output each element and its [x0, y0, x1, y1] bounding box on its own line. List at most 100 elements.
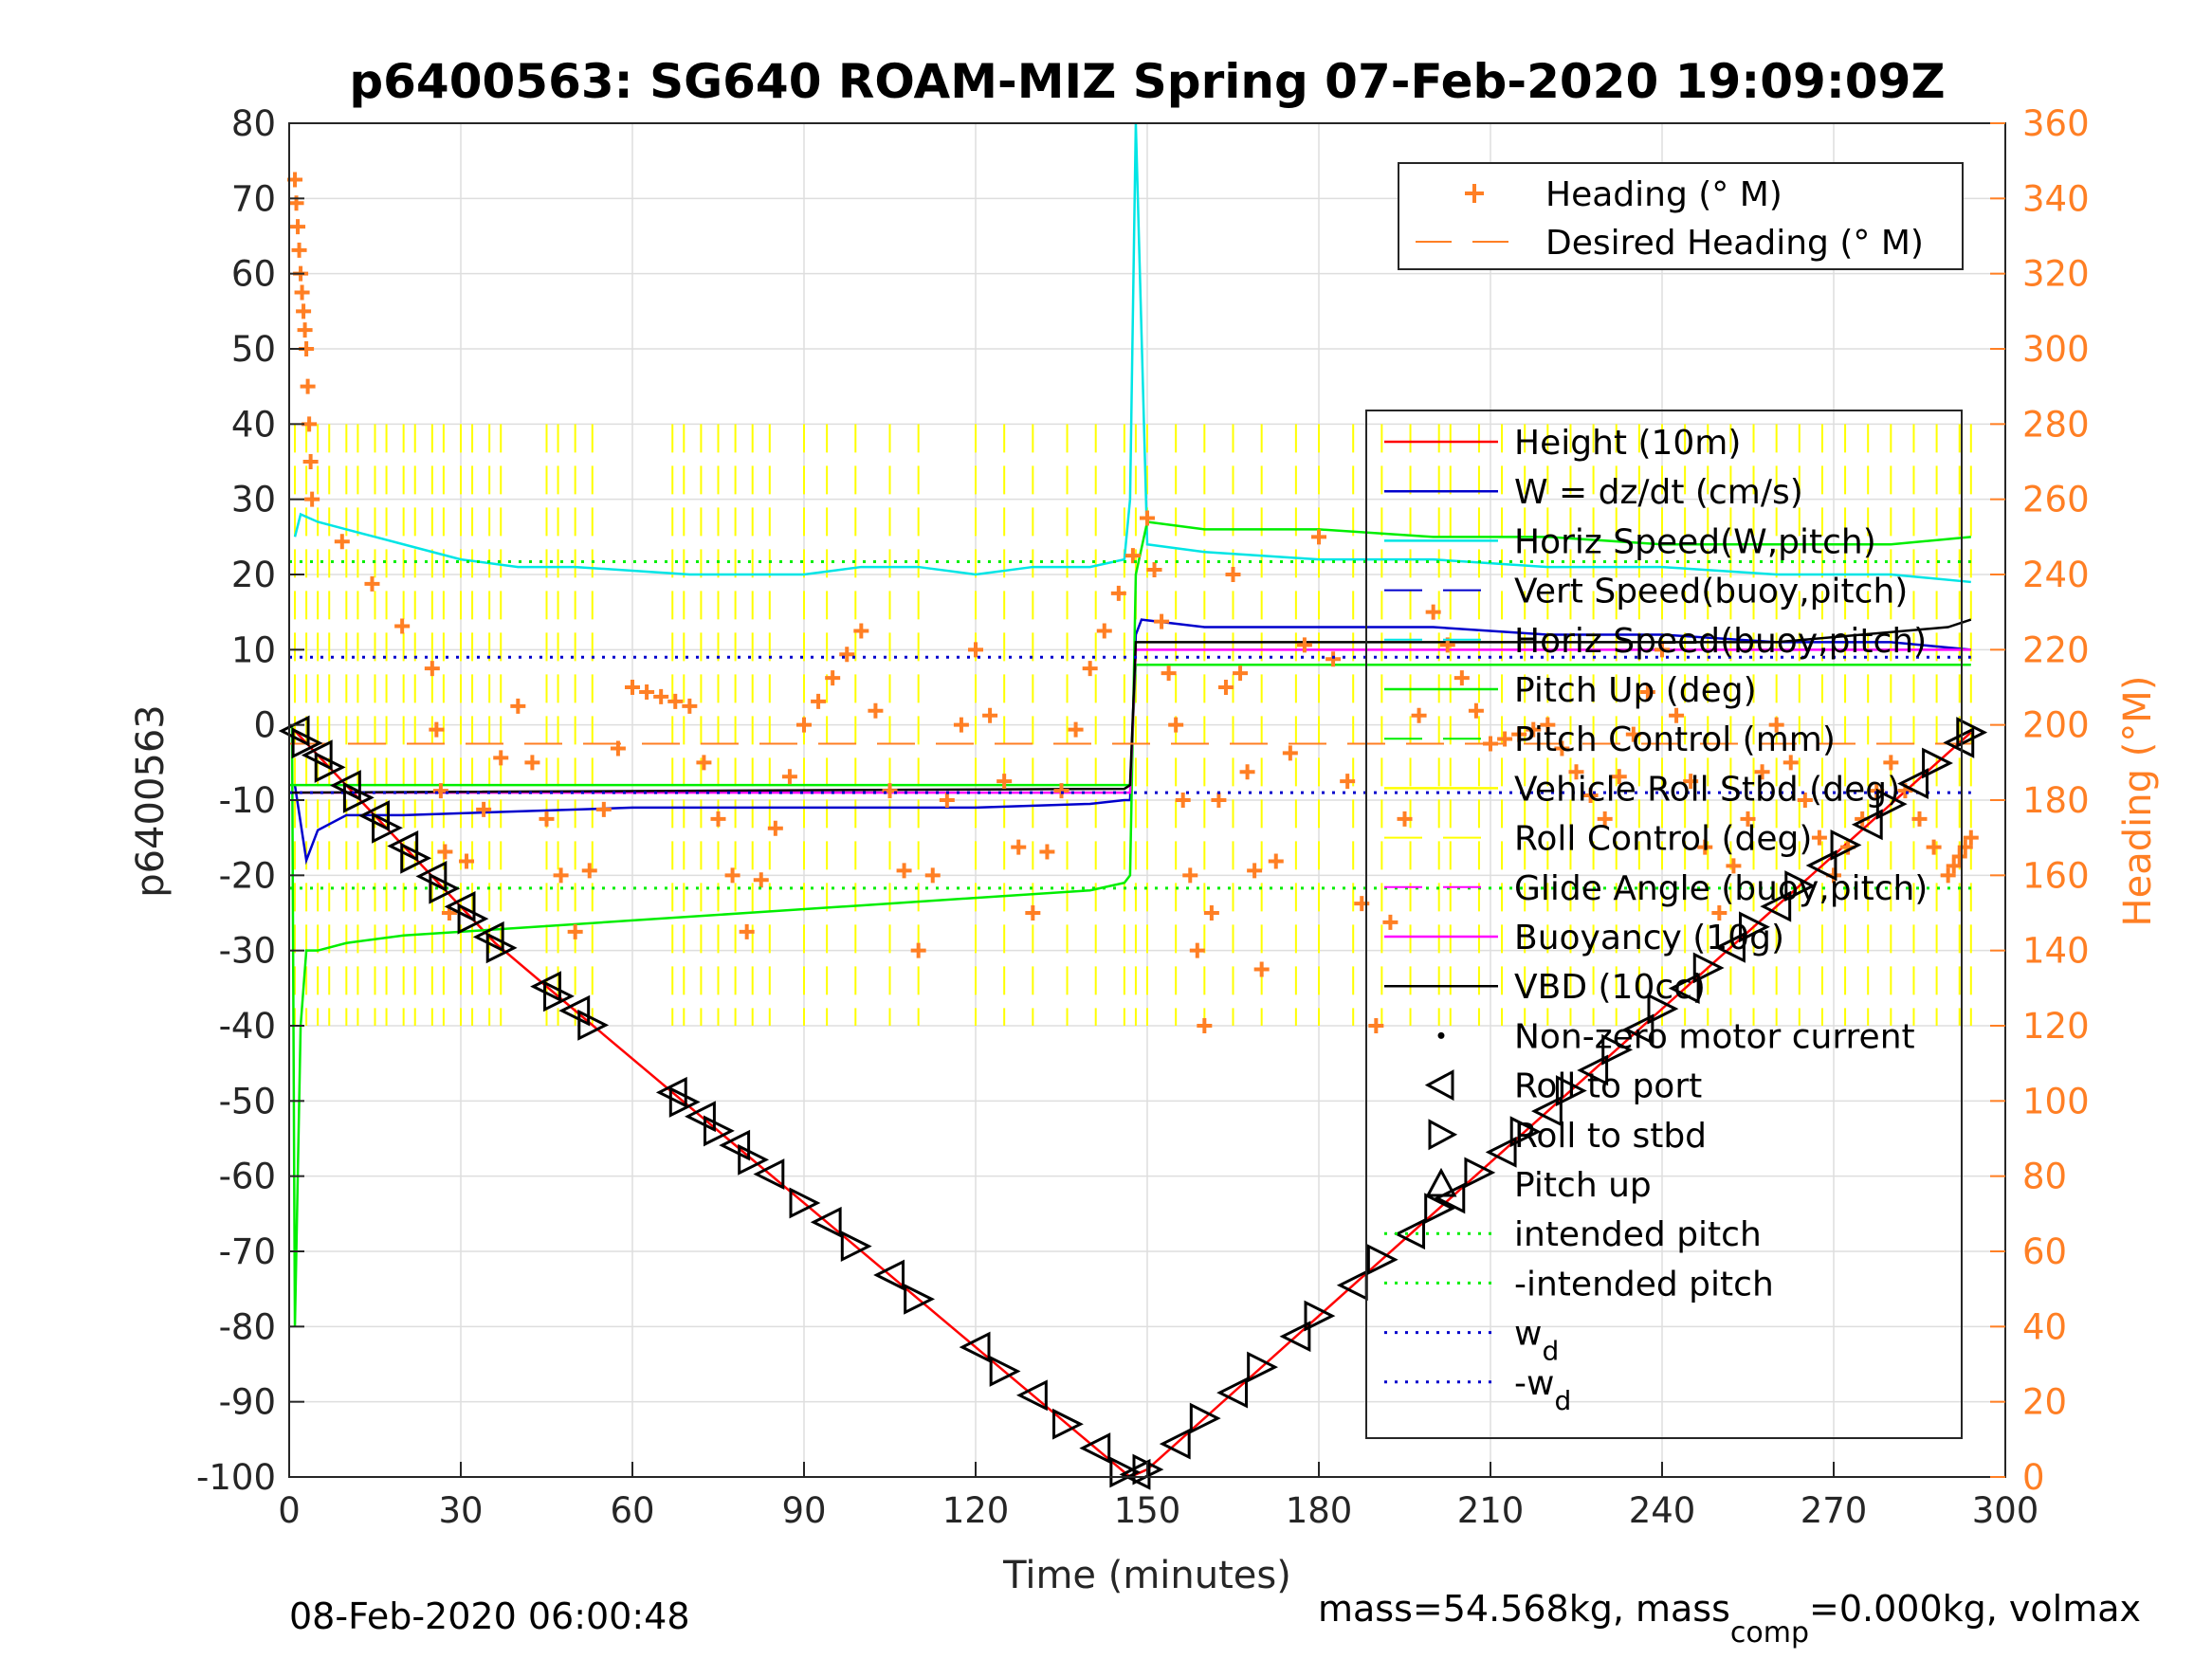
heading-point: [1211, 793, 1227, 808]
heading-point: [625, 680, 640, 695]
roll-to-stbd-marker: [1366, 1244, 1398, 1276]
series-layer: [278, 122, 1988, 1490]
heading-point: [1189, 942, 1205, 958]
y2-tick-label: 200: [2022, 705, 2090, 746]
legend-main-label: Pitch Up (deg): [1514, 671, 1757, 710]
roll-to-stbd-marker: [342, 781, 375, 813]
axis-ticks: 0 30 60 90 120 150 180 210 240 270 300807060504030…: [196, 103, 2090, 1531]
heading-point: [1282, 745, 1298, 761]
y-tick-label: -20: [219, 855, 276, 896]
x-tick-label: 180: [1286, 1490, 1353, 1531]
roll-to-port-marker: [1622, 1013, 1654, 1046]
heading-point: [1325, 651, 1342, 667]
heading-point: [1025, 905, 1041, 921]
roll-to-stbd-marker: [668, 1086, 701, 1118]
roll-to-stbd-marker: [1424, 1193, 1456, 1225]
roll-to-stbd-marker: [457, 902, 489, 935]
footer-mass: mass=54.568kg, masscomp=0.000kg, volmax: [1318, 1588, 2141, 1650]
roll-to-stbd-marker: [1555, 1075, 1587, 1106]
heading-point: [1161, 665, 1177, 682]
heading-point: [1175, 793, 1191, 808]
heading-point: [639, 684, 655, 700]
heading-point: [1203, 905, 1219, 921]
heading-point: [1782, 755, 1799, 771]
y-tick-label: -10: [219, 780, 276, 821]
x-tick-label: 120: [942, 1490, 1010, 1531]
heading-point: [1124, 548, 1141, 564]
legend-tri-right-icon: [1428, 1119, 1458, 1151]
roll-to-stbd-marker: [1830, 829, 1862, 861]
x-tick-label: 90: [781, 1490, 826, 1531]
y-axis-label: p6400563: [129, 704, 173, 898]
heading-point: [1654, 642, 1670, 658]
roll-to-port-marker: [959, 1331, 991, 1363]
heading-point: [1154, 613, 1170, 629]
roll-to-stbd-marker: [400, 842, 432, 874]
heading-point: [710, 811, 726, 827]
legend-tri-up-icon: [1425, 1167, 1457, 1197]
chart-title: p6400563: SG640 ROAM-MIZ Spring 07-Feb-2…: [349, 54, 1945, 109]
roll-to-port-marker: [873, 1259, 905, 1291]
legend-main-label: Vehicle Roll Stbd (deg): [1514, 770, 1900, 809]
legend-subscript: d: [1554, 1385, 1571, 1416]
legend-heading: Heading (° M) Desired Heading (° M): [1398, 162, 1964, 270]
heading-point: [429, 721, 445, 738]
x-tick-label: 210: [1457, 1490, 1525, 1531]
legend-main-label: Height (10m): [1514, 424, 1741, 463]
roll-to-port-marker: [1530, 1095, 1563, 1127]
heading-point: [1140, 510, 1155, 526]
heading-point: [653, 688, 669, 704]
heading-point: [1011, 839, 1027, 855]
roll-to-port-marker: [685, 1101, 716, 1133]
heading-point: [1957, 839, 1973, 855]
heading-point: [1146, 562, 1162, 578]
heading-point: [1940, 867, 1956, 884]
y2-tick-label: 260: [2022, 480, 2090, 520]
heading-point: [1296, 637, 1312, 653]
roll-to-stbd-marker: [1784, 870, 1817, 902]
y-tick-label: -70: [219, 1231, 276, 1272]
y-tick-label: -90: [219, 1382, 276, 1423]
legend-main-label: Vert Speed(buoy,pitch): [1514, 573, 1908, 611]
roll-to-stbd-marker: [1956, 717, 1988, 749]
heading-point: [1233, 665, 1249, 682]
heading-point: [595, 801, 612, 817]
legend-main-label: Horiz Speed(W,pitch): [1514, 522, 1876, 561]
roll-to-stbd-marker: [485, 932, 518, 964]
heading-point: [882, 783, 898, 799]
roll-to-port-marker: [1760, 890, 1792, 922]
heading-point: [1340, 774, 1356, 790]
roll-to-stbd-marker: [989, 1356, 1021, 1387]
heading-point: [1053, 783, 1069, 799]
roll-to-port-marker: [1485, 1136, 1517, 1168]
heading-point: [868, 702, 884, 719]
heading-point: [696, 755, 712, 771]
heading-point: [290, 219, 306, 235]
heading-point: [334, 534, 350, 550]
heading-point: [825, 670, 841, 686]
roll-to-stbd-marker: [543, 980, 575, 1012]
roll-to-port-marker: [1577, 1054, 1609, 1086]
heading-point: [432, 783, 448, 799]
heading-point: [982, 707, 998, 723]
heading-point: [581, 863, 597, 879]
y-tick-label: -50: [219, 1081, 276, 1121]
y2-tick-label: 160: [2022, 855, 2090, 896]
roll-to-port-marker: [1897, 768, 1929, 800]
heading-point: [1197, 1018, 1213, 1033]
heading-point: [1453, 670, 1470, 686]
roll-to-port-marker: [1805, 849, 1837, 882]
heading-point: [1468, 702, 1484, 719]
y2-tick-label: 120: [2022, 1006, 2090, 1047]
heading-point: [1625, 726, 1641, 742]
roll-to-stbd-marker: [577, 1009, 610, 1041]
heading-point: [1568, 764, 1584, 780]
roll-to-stbd-marker: [1647, 993, 1679, 1025]
heading-point: [553, 867, 569, 884]
heading-point: [1926, 839, 1942, 855]
heading-point: [1217, 680, 1234, 695]
roll-to-stbd-marker: [1189, 1402, 1221, 1434]
roll-to-stbd-marker: [1247, 1351, 1279, 1383]
roll-to-stbd-marker: [1601, 1033, 1634, 1066]
